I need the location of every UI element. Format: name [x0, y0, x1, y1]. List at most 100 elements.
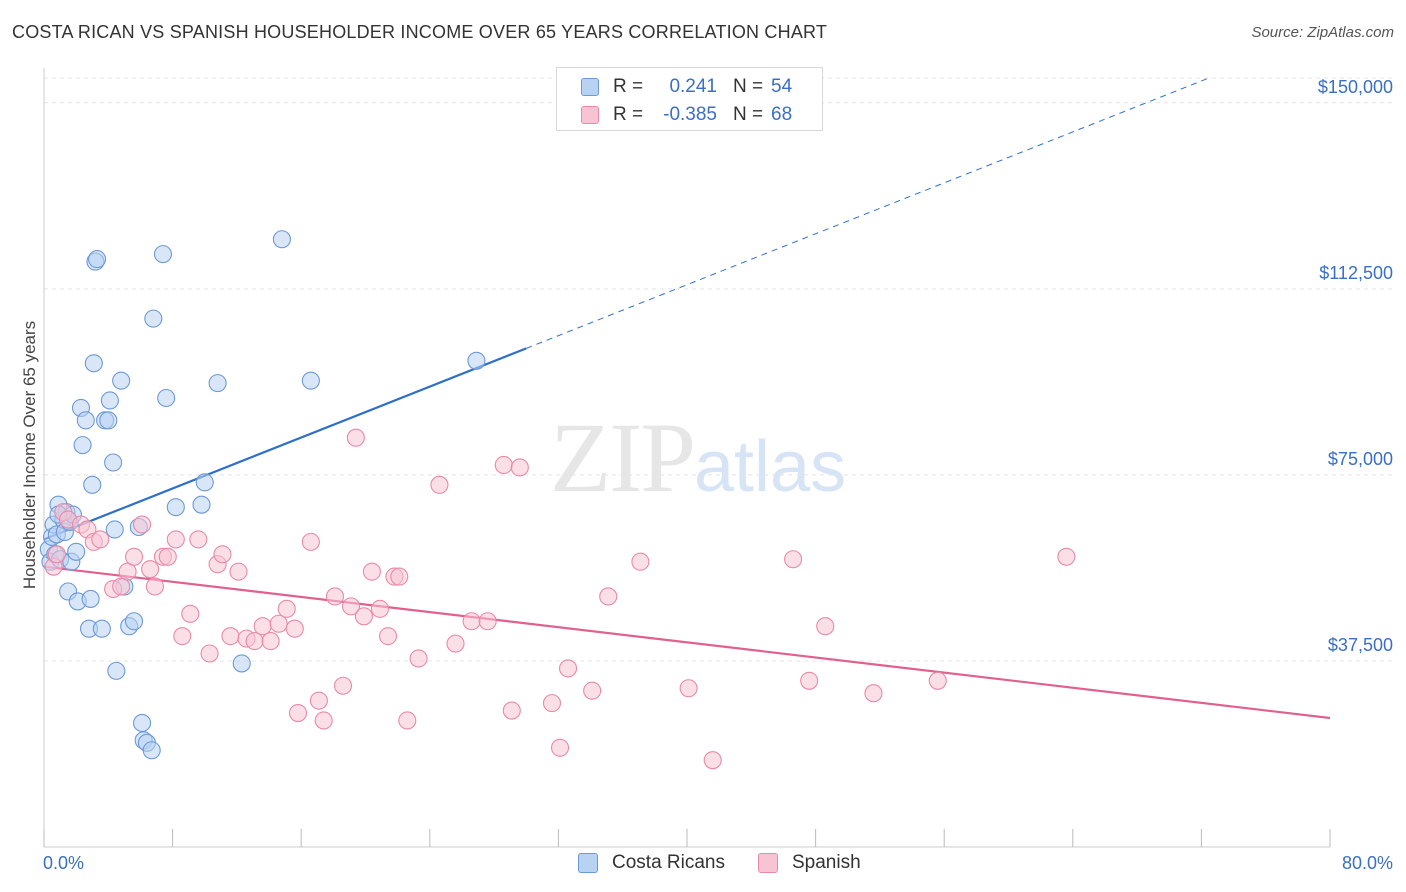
costa-ricans-point: [142, 741, 161, 760]
costa-ricans-point: [195, 473, 214, 492]
costa-ricans-point: [67, 542, 86, 561]
costa-ricans-point: [301, 371, 320, 390]
costa-ricans-swatch: [581, 78, 599, 96]
costa-ricans-point: [92, 619, 111, 638]
n-value: 68: [771, 104, 793, 125]
costa-ricans-point: [133, 713, 152, 733]
series-legend: Costa Ricans Spanish: [0, 850, 1406, 878]
spanish-point: [141, 560, 160, 579]
legend-label: Costa Ricans: [612, 852, 725, 873]
spanish-point: [118, 562, 137, 581]
trend-layer: [43, 77, 1331, 720]
spanish-point: [269, 614, 288, 633]
costa-ricans-point: [73, 436, 92, 455]
spanish-point: [189, 530, 208, 549]
costa-ricans-point: [105, 520, 124, 539]
n-label: N =: [733, 76, 764, 97]
spanish-point: [446, 634, 465, 653]
costa-ricans-point: [467, 351, 486, 370]
spanish-point: [325, 587, 345, 606]
costa-ricans-point: [76, 411, 95, 430]
spanish-point: [261, 632, 280, 651]
spanish-point: [478, 612, 497, 631]
watermark-zip: ZIP: [550, 402, 696, 513]
spanish-swatch: [581, 106, 599, 124]
costa-ricans-point: [272, 230, 291, 249]
n-value: 54: [771, 76, 793, 97]
costa-ricans-point: [100, 391, 119, 410]
spanish-point: [864, 684, 883, 703]
spanish-point: [181, 604, 200, 623]
stats-legend: R = 0.241 N = 54 R = -0.385 N = 68: [556, 67, 823, 131]
costa-ricans-point: [192, 495, 211, 514]
spanish-point: [354, 607, 373, 626]
spanish-point: [679, 679, 698, 698]
spanish-point: [800, 671, 819, 690]
spanish-point: [309, 691, 328, 710]
spanish-point: [47, 545, 66, 564]
n-label: N =: [733, 104, 764, 125]
spanish-point: [91, 530, 110, 549]
costa-ricans-point: [208, 374, 227, 393]
costa-ricans-point: [99, 411, 118, 430]
costa-ricans-point: [104, 453, 123, 472]
spanish-point: [558, 659, 578, 678]
costa-ricans-point: [81, 589, 100, 608]
spanish-point: [390, 567, 409, 586]
costa-ricans-point: [84, 354, 103, 373]
spanish-point: [314, 711, 333, 730]
costa-ricans-point: [153, 245, 173, 264]
stats-row-costa-ricans: R = 0.241 N = 54: [557, 72, 822, 102]
spanish-point: [158, 547, 177, 566]
costa-ricans-trendline-extension: [526, 77, 1210, 349]
spanish-point: [341, 597, 361, 616]
spanish-point: [288, 703, 308, 723]
costa-ricans-trendline: [43, 347, 527, 541]
costa-ricans-point: [166, 498, 185, 517]
points-layer: [39, 230, 1076, 770]
spanish-point: [112, 577, 131, 596]
axis-layer: [43, 68, 1331, 848]
spanish-point: [221, 627, 240, 646]
r-value: -0.385: [663, 104, 717, 125]
costa-ricans-point: [107, 661, 126, 680]
costa-ricans-point: [232, 654, 251, 673]
costa-ricans-point: [83, 475, 102, 494]
r-value: 0.241: [669, 76, 717, 97]
spanish-point: [462, 612, 481, 631]
spanish-point: [816, 617, 835, 636]
r-label: R =: [613, 76, 644, 97]
costa-ricans-point: [112, 371, 131, 390]
spanish-point: [550, 738, 570, 757]
spanish-point: [346, 428, 365, 447]
y-tick-label: $75,000: [1328, 449, 1393, 469]
spanish-point: [631, 552, 650, 571]
y-tick-label: $112,500: [1319, 263, 1393, 283]
r-label: R =: [613, 104, 644, 125]
costa-ricans-point: [157, 388, 176, 408]
spanish-point: [430, 475, 449, 494]
chart-title: COSTA RICAN VS SPANISH HOUSEHOLDER INCOM…: [12, 22, 828, 42]
spanish-point: [370, 599, 390, 618]
spanish-point: [703, 751, 722, 770]
spanish-point: [398, 711, 417, 730]
watermark: ZIPatlas: [550, 400, 846, 515]
tick-layer: $37,500 $75,000 $112,500 $150,000 0.0% 80.0%: [43, 77, 1393, 873]
spanish-point: [494, 455, 513, 475]
spanish-point: [599, 587, 618, 606]
spanish-point: [1057, 547, 1076, 566]
spanish-point: [301, 532, 320, 551]
spanish-point: [378, 627, 398, 646]
spanish-point: [253, 617, 272, 636]
spanish-point: [229, 562, 248, 581]
spanish-point: [542, 694, 562, 713]
spanish-point: [245, 632, 264, 651]
costa-ricans-point: [144, 309, 163, 328]
y-tick-label: $37,500: [1328, 635, 1393, 655]
spanish-point: [510, 458, 529, 477]
spanish-point: [502, 701, 521, 720]
spanish-point: [213, 545, 232, 564]
x-tick-label-min: 0.0%: [43, 853, 84, 873]
spanish-point: [166, 530, 185, 549]
spanish-point: [409, 649, 428, 668]
